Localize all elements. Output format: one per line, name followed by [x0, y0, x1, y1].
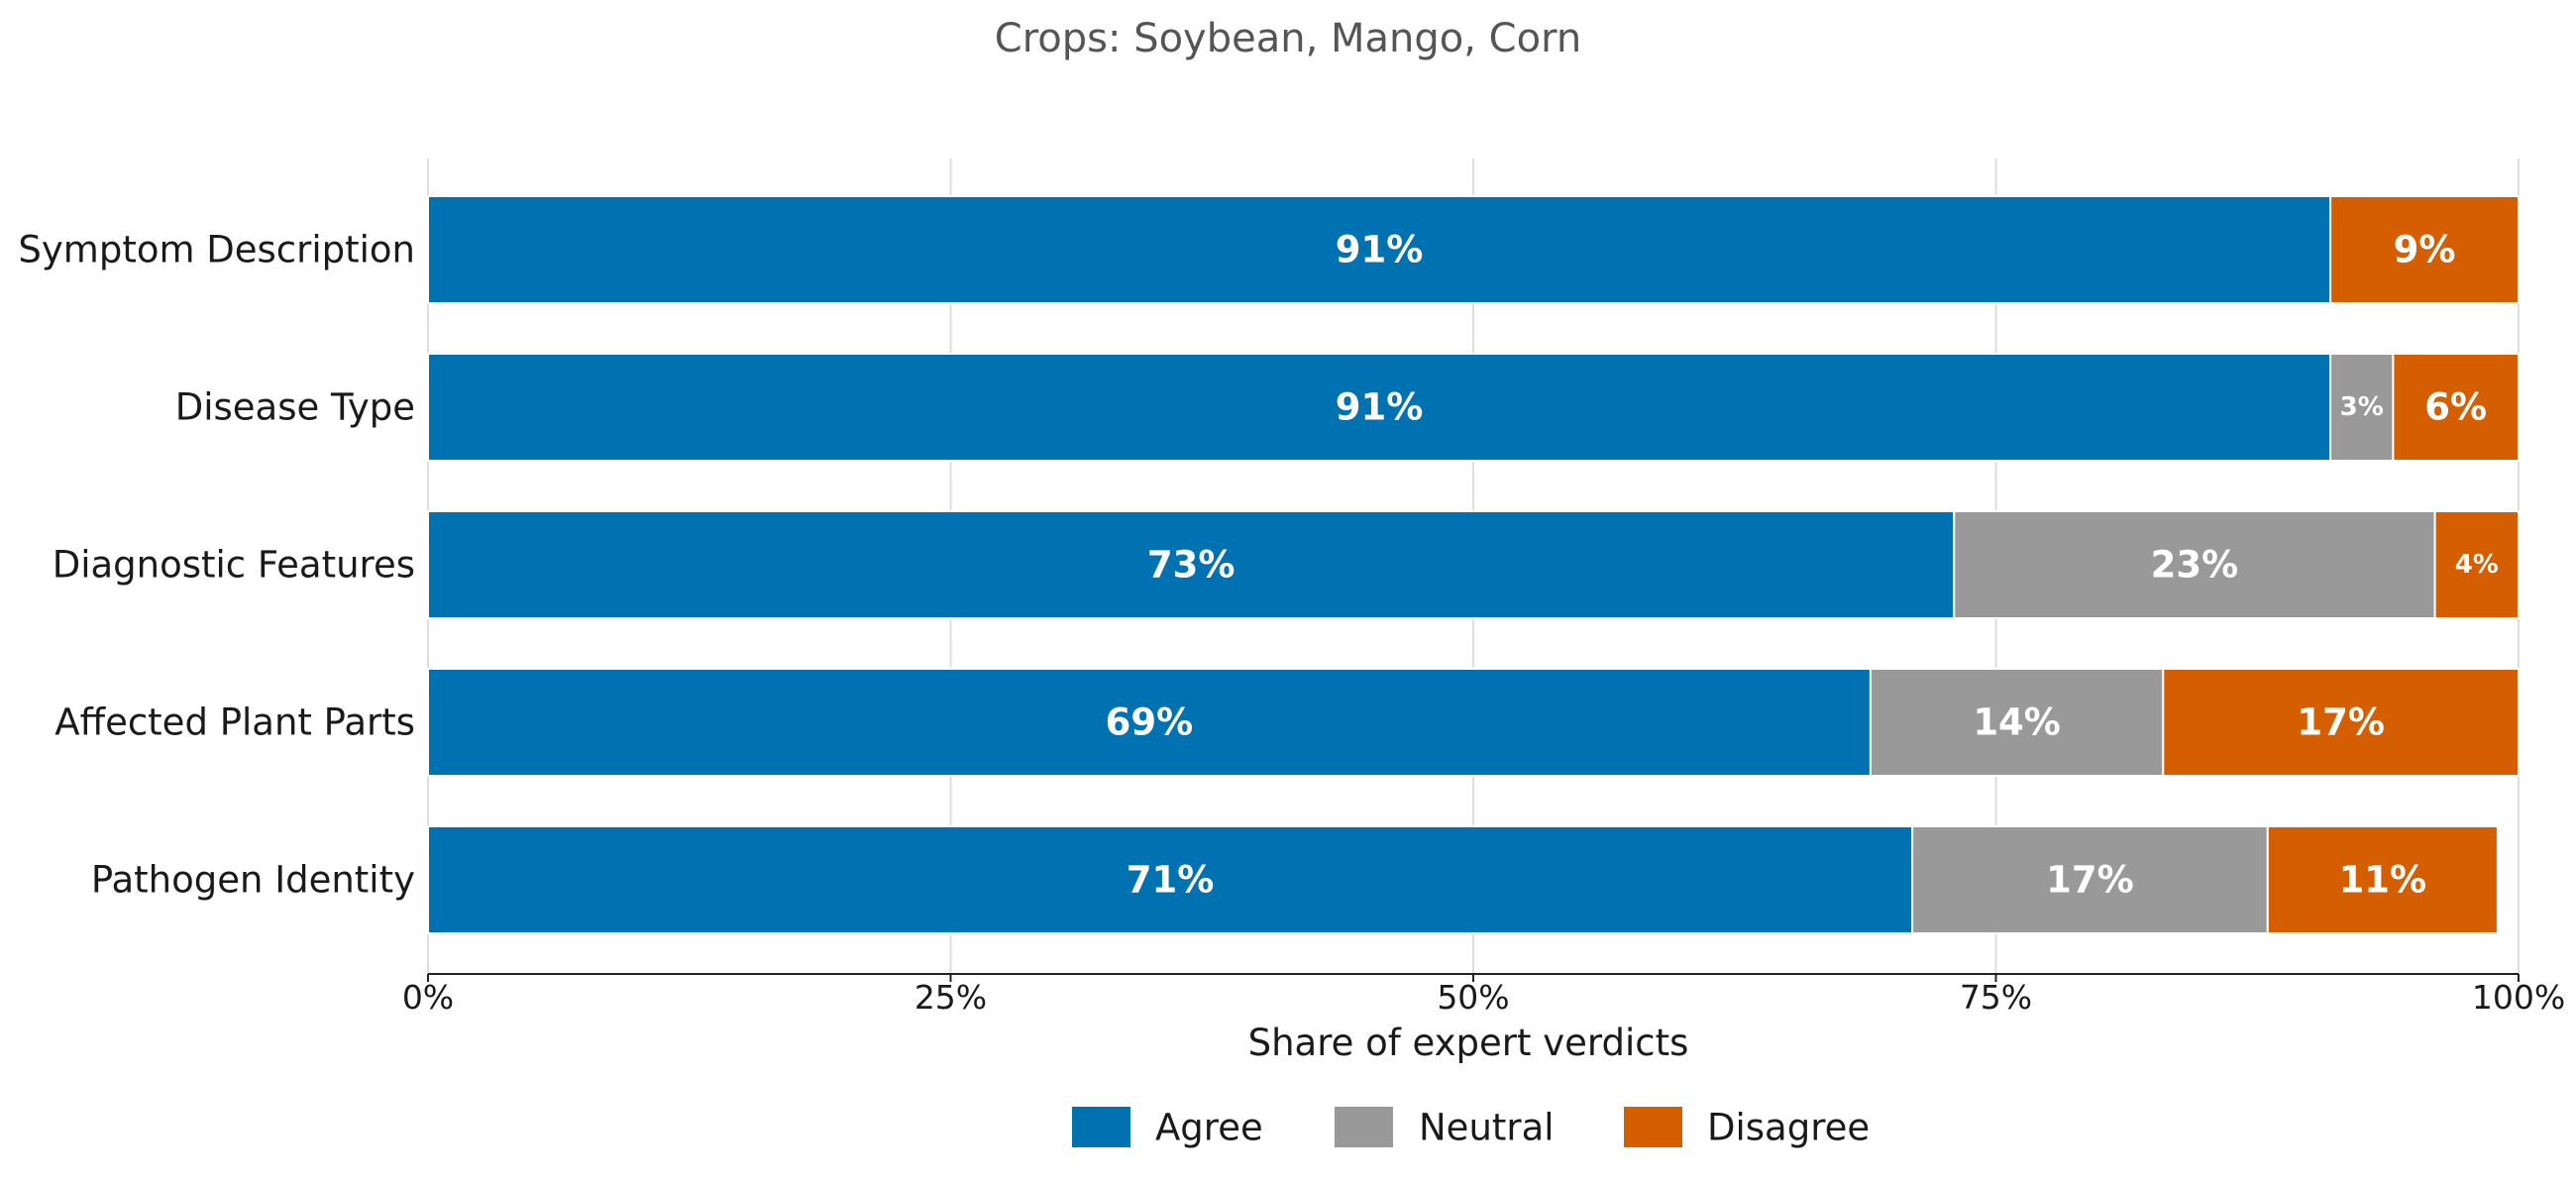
bar-segment-disagree: [2162, 668, 2521, 777]
legend-label-neutral: Neutral: [1419, 1107, 1555, 1149]
bar-value-label: 73%: [1147, 544, 1235, 587]
bar-value-label: 11%: [2339, 859, 2427, 902]
bar-segment-disagree: [2329, 195, 2521, 304]
bar-value-label: 17%: [2046, 859, 2134, 902]
bar-segment-neutral: [1911, 825, 2269, 934]
bar-value-label: 69%: [1106, 701, 1194, 744]
bar-value-label: 91%: [1336, 386, 1424, 429]
bar-segment-disagree: [2392, 353, 2520, 462]
category-label: Diagnostic Features: [53, 544, 415, 587]
bar-segment-neutral: [1869, 668, 2165, 777]
x-tick-label: 0%: [402, 978, 454, 1017]
x-tick-label: 25%: [914, 978, 987, 1017]
category-label: Affected Plant Parts: [54, 701, 415, 744]
bar-value-label: 6%: [2424, 386, 2487, 429]
legend-swatch-neutral: [1335, 1107, 1393, 1147]
bar-value-label: 23%: [2151, 544, 2239, 587]
x-tick-label: 75%: [1960, 978, 2032, 1017]
x-tick-label: 100%: [2472, 978, 2565, 1017]
bar-segment-agree: [427, 825, 1914, 934]
category-label: Disease Type: [175, 386, 415, 429]
x-axis: 0% 25% 50% 75% 100%: [402, 973, 2565, 1017]
bar-value-label: 14%: [1973, 701, 2061, 744]
bar-value-label: 71%: [1127, 859, 1215, 902]
legend-swatch-disagree: [1624, 1107, 1682, 1147]
category-label: Pathogen Identity: [91, 859, 415, 902]
bar-value-label: 3%: [2340, 392, 2384, 422]
x-tick-label: 50%: [1437, 978, 1509, 1017]
legend-label-agree: Agree: [1155, 1107, 1263, 1149]
legend-swatch-agree: [1072, 1107, 1130, 1147]
legend-label-disagree: Disagree: [1707, 1107, 1870, 1149]
bar-value-label: 9%: [2394, 229, 2456, 271]
bar-segment-agree: [427, 510, 1956, 619]
bar-segment-agree: [427, 353, 2332, 462]
bar-value-label: 91%: [1336, 229, 1424, 271]
bar-value-label: 17%: [2297, 701, 2385, 744]
category-labels: Symptom Description Disease Type Diagnosti…: [18, 229, 415, 902]
bar-segment-agree: [427, 195, 2332, 304]
bar-segment-disagree: [2266, 825, 2499, 934]
bars: 91% 9% 91% 3% 6% 73% 23% 4% 69% 14% 17% 71% 17% 11%: [427, 195, 2521, 934]
bar-segment-disagree: [2433, 510, 2521, 619]
bar-segment-neutral: [1953, 510, 2436, 619]
x-axis-label: Share of expert verdicts: [1248, 1022, 1689, 1064]
bar-value-label: 4%: [2455, 550, 2499, 580]
chart-title: Crops: Soybean, Mango, Corn: [995, 16, 1581, 61]
legend: Agree Neutral Disagree: [1072, 1107, 1870, 1149]
category-label: Symptom Description: [18, 229, 415, 271]
